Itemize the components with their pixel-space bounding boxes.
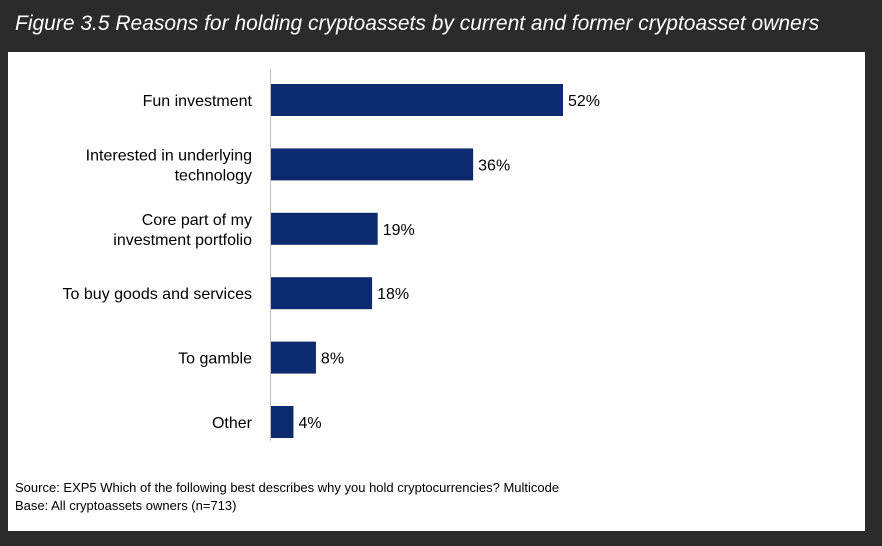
chart-panel: 52% Fun investment 36% Interested in underl…	[8, 52, 865, 531]
value-label-5: 4%	[298, 415, 321, 432]
value-label-1: 36%	[478, 157, 510, 174]
value-label-4: 8%	[321, 351, 344, 368]
bar-1	[271, 148, 474, 181]
bar-2	[271, 212, 378, 245]
bar-5	[271, 406, 294, 438]
value-label-0: 52%	[568, 93, 600, 110]
figure-title: Figure 3.5 Reasons for holding cryptoass…	[15, 12, 820, 35]
value-label-2: 19%	[383, 222, 415, 239]
source-note: Source: EXP5 Which of the following best…	[15, 480, 560, 495]
bar-3	[271, 277, 373, 310]
bar-4	[271, 341, 316, 374]
bar-chart: 52% Fun investment 36% Interested in underl…	[63, 69, 600, 441]
category-label-2: Core part of my investment portfolio	[113, 212, 252, 249]
value-label-3: 18%	[377, 286, 409, 303]
category-label-0: Fun investment	[143, 93, 253, 110]
category-label-3: To buy goods and services	[63, 286, 252, 303]
bar-0	[271, 84, 563, 116]
base-note: Base: All cryptoassets owners (n=713)	[15, 498, 237, 513]
category-label-1: Interested in underlying technology	[86, 147, 252, 184]
category-label-5: Other	[212, 415, 253, 432]
category-label-4: To gamble	[178, 351, 252, 368]
